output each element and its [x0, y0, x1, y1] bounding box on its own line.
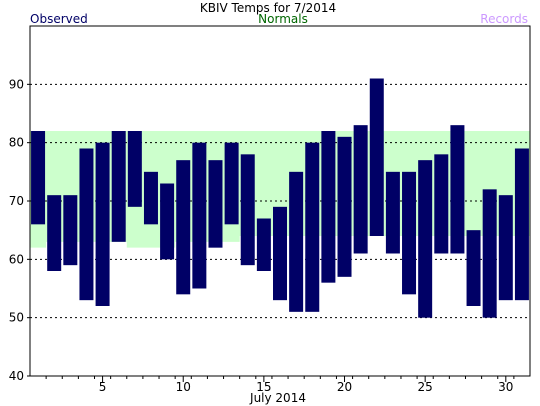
x-tick-label-15: 15: [256, 380, 271, 394]
observed-bar-day-1: [31, 131, 46, 225]
x-tick-label-5: 5: [99, 380, 107, 394]
observed-bar-day-17: [289, 171, 304, 312]
observed-bar-day-5: [95, 142, 110, 306]
y-tick-label-90: 90: [9, 77, 24, 91]
observed-bar-day-20: [337, 136, 352, 277]
y-tick-label-50: 50: [9, 311, 24, 325]
legend-normals: Normals: [258, 12, 308, 26]
observed-bar-day-23: [385, 171, 400, 254]
x-tick-label-25: 25: [418, 380, 433, 394]
observed-bar-day-11: [192, 142, 207, 289]
observed-bar-day-15: [256, 218, 271, 271]
legend-records: Records: [480, 12, 528, 26]
observed-bar-day-22: [369, 78, 384, 236]
observed-bar-day-29: [482, 189, 497, 318]
y-tick-label-80: 80: [9, 136, 24, 150]
observed-bar-day-28: [466, 230, 481, 306]
observed-bar-day-19: [321, 131, 336, 283]
observed-bar-day-30: [498, 195, 513, 301]
plot-area: [30, 78, 530, 319]
observed-bar-day-10: [176, 160, 191, 295]
x-tick-label-20: 20: [337, 380, 352, 394]
observed-bar-day-3: [63, 195, 78, 266]
observed-bar-day-18: [305, 142, 320, 312]
observed-bar-day-24: [402, 171, 417, 295]
observed-bar-day-27: [450, 125, 465, 254]
chart-title: KBIV Temps for 7/2014: [200, 1, 336, 15]
observed-bar-day-6: [111, 131, 126, 242]
observed-bar-day-7: [127, 131, 142, 207]
x-tick-label-10: 10: [176, 380, 191, 394]
observed-bar-day-26: [434, 154, 449, 254]
observed-bar-day-2: [47, 195, 62, 271]
observed-bar-day-25: [418, 160, 433, 318]
observed-bar-day-12: [208, 160, 223, 248]
observed-bar-day-13: [224, 142, 239, 225]
observed-bar-day-4: [79, 148, 94, 301]
legend-observed: Observed: [30, 12, 88, 26]
x-axis-label: July 2014: [249, 391, 306, 405]
axes: 40 50 60 70 80 90 5 10 15 20 25 30: [9, 77, 515, 394]
x-tick-label-30: 30: [498, 380, 513, 394]
observed-bar-day-31: [514, 148, 529, 301]
y-tick-label-60: 60: [9, 252, 24, 266]
observed-bar-day-16: [273, 206, 287, 301]
observed-bar-day-9: [160, 183, 175, 260]
observed-bar-day-8: [143, 171, 158, 225]
observed-bar-day-14: [240, 154, 255, 266]
observed-bar-day-21: [353, 125, 368, 254]
y-tick-label-70: 70: [9, 194, 24, 208]
y-tick-label-40: 40: [9, 369, 24, 383]
